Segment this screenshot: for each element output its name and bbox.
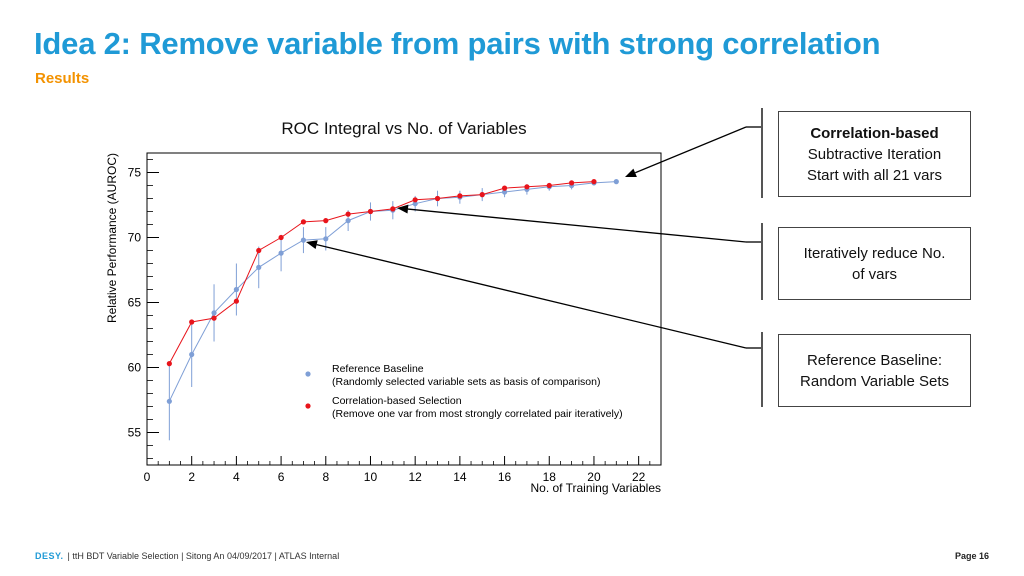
correlation-point (300, 219, 307, 225)
arrow-correlation-head (625, 168, 637, 177)
bracket-correlation (761, 108, 763, 198)
callout-reference-baseline: Reference Baseline: Random Variable Sets (778, 334, 971, 407)
slide-title: Idea 2: Remove variable from pairs with … (34, 26, 881, 61)
x-tick-label: 10 (364, 470, 378, 484)
footer-text: | ttH BDT Variable Selection | Sitong An… (67, 551, 340, 561)
legend-entry: Reference Baseline (332, 363, 424, 375)
correlation-point (457, 193, 463, 199)
correlation-point (345, 211, 351, 217)
correlation-point (434, 195, 441, 202)
bracket-reference (761, 332, 763, 407)
correlation-point (569, 180, 575, 186)
bracket-iterative (761, 223, 763, 300)
correlation-point (278, 234, 284, 241)
correlation-point (189, 319, 195, 325)
reference-point (613, 179, 619, 185)
x-tick-label: 12 (408, 470, 422, 484)
reference-point (233, 286, 239, 293)
y-tick-label: 75 (128, 166, 142, 180)
reference-point (501, 189, 508, 195)
y-tick-label: 55 (128, 426, 142, 440)
correlation-point (256, 247, 262, 254)
reference-point (166, 398, 172, 404)
series-line-correlation (168, 181, 595, 364)
y-axis-label: Relative Performance (AUROC) (105, 153, 119, 323)
legend-entry: (Remove one var from most strongly corre… (332, 408, 623, 420)
correlation-point (412, 197, 418, 203)
desy-logo: DESY. (35, 551, 64, 561)
reference-point (211, 310, 217, 316)
callout-line: Start with all 21 vars (806, 166, 943, 184)
y-tick-label: 65 (128, 296, 142, 310)
x-tick-label: 6 (278, 470, 285, 484)
page-number: Page 16 (954, 551, 989, 561)
correlation-point (166, 361, 172, 367)
reference-point (256, 264, 262, 270)
slide-subtitle: Results (35, 70, 90, 87)
chart-title: ROC Integral vs No. of Variables (281, 119, 526, 138)
arrow-reference-line (316, 243, 747, 349)
callout-line: Random Variable Sets (800, 372, 949, 390)
reference-point (189, 351, 195, 358)
x-tick-label: 20 (587, 470, 601, 484)
footer: DESY. | ttH BDT Variable Selection | Sito… (35, 551, 339, 561)
callout-line: Iteratively reduce No. (803, 244, 946, 262)
correlation-point (524, 184, 530, 190)
correlation-point (546, 182, 552, 189)
correlation-point (211, 315, 217, 321)
arrow-correlation-line (634, 126, 747, 174)
x-tick-label: 2 (188, 470, 195, 484)
correlation-point (323, 218, 329, 224)
legend-marker (305, 371, 311, 377)
x-tick-label: 0 (144, 470, 151, 484)
reference-point (412, 201, 418, 207)
x-tick-label: 22 (632, 470, 646, 484)
callout-correlation-based: Correlation-based Subtractive Iteration … (778, 111, 971, 197)
y-tick-label: 60 (128, 361, 142, 375)
correlation-point (233, 298, 239, 304)
x-axis-label: No. of Training Variables (530, 481, 661, 495)
legend-marker (305, 403, 311, 409)
callout-line: of vars (851, 265, 897, 283)
correlation-point (479, 192, 485, 198)
reference-point (278, 250, 284, 256)
callout-line: Subtractive Iteration (807, 145, 942, 163)
x-tick-label: 14 (453, 470, 467, 484)
callout-iterative-reduce: Iteratively reduce No. of vars (778, 227, 971, 300)
correlation-point (367, 208, 374, 215)
reference-point (323, 236, 329, 242)
arrow-iterative-head (397, 204, 409, 214)
callout-line: Reference Baseline: (806, 351, 943, 369)
correlation-point (591, 179, 597, 185)
legend-entry: (Randomly selected variable sets as basi… (332, 376, 600, 388)
arrow-reference-head (306, 240, 318, 249)
x-tick-label: 8 (322, 470, 329, 484)
correlation-point (501, 185, 508, 191)
y-tick-label: 70 (128, 231, 142, 245)
x-tick-label: 4 (233, 470, 240, 484)
reference-point (300, 237, 307, 243)
correlation-point (390, 206, 396, 212)
x-tick-label: 16 (498, 470, 512, 484)
arrow-iterative-line (407, 208, 747, 243)
legend-entry: Correlation-based Selection (332, 395, 462, 407)
x-tick-label: 18 (543, 470, 557, 484)
callout-line: Correlation-based (810, 124, 939, 142)
reference-point (345, 218, 351, 224)
